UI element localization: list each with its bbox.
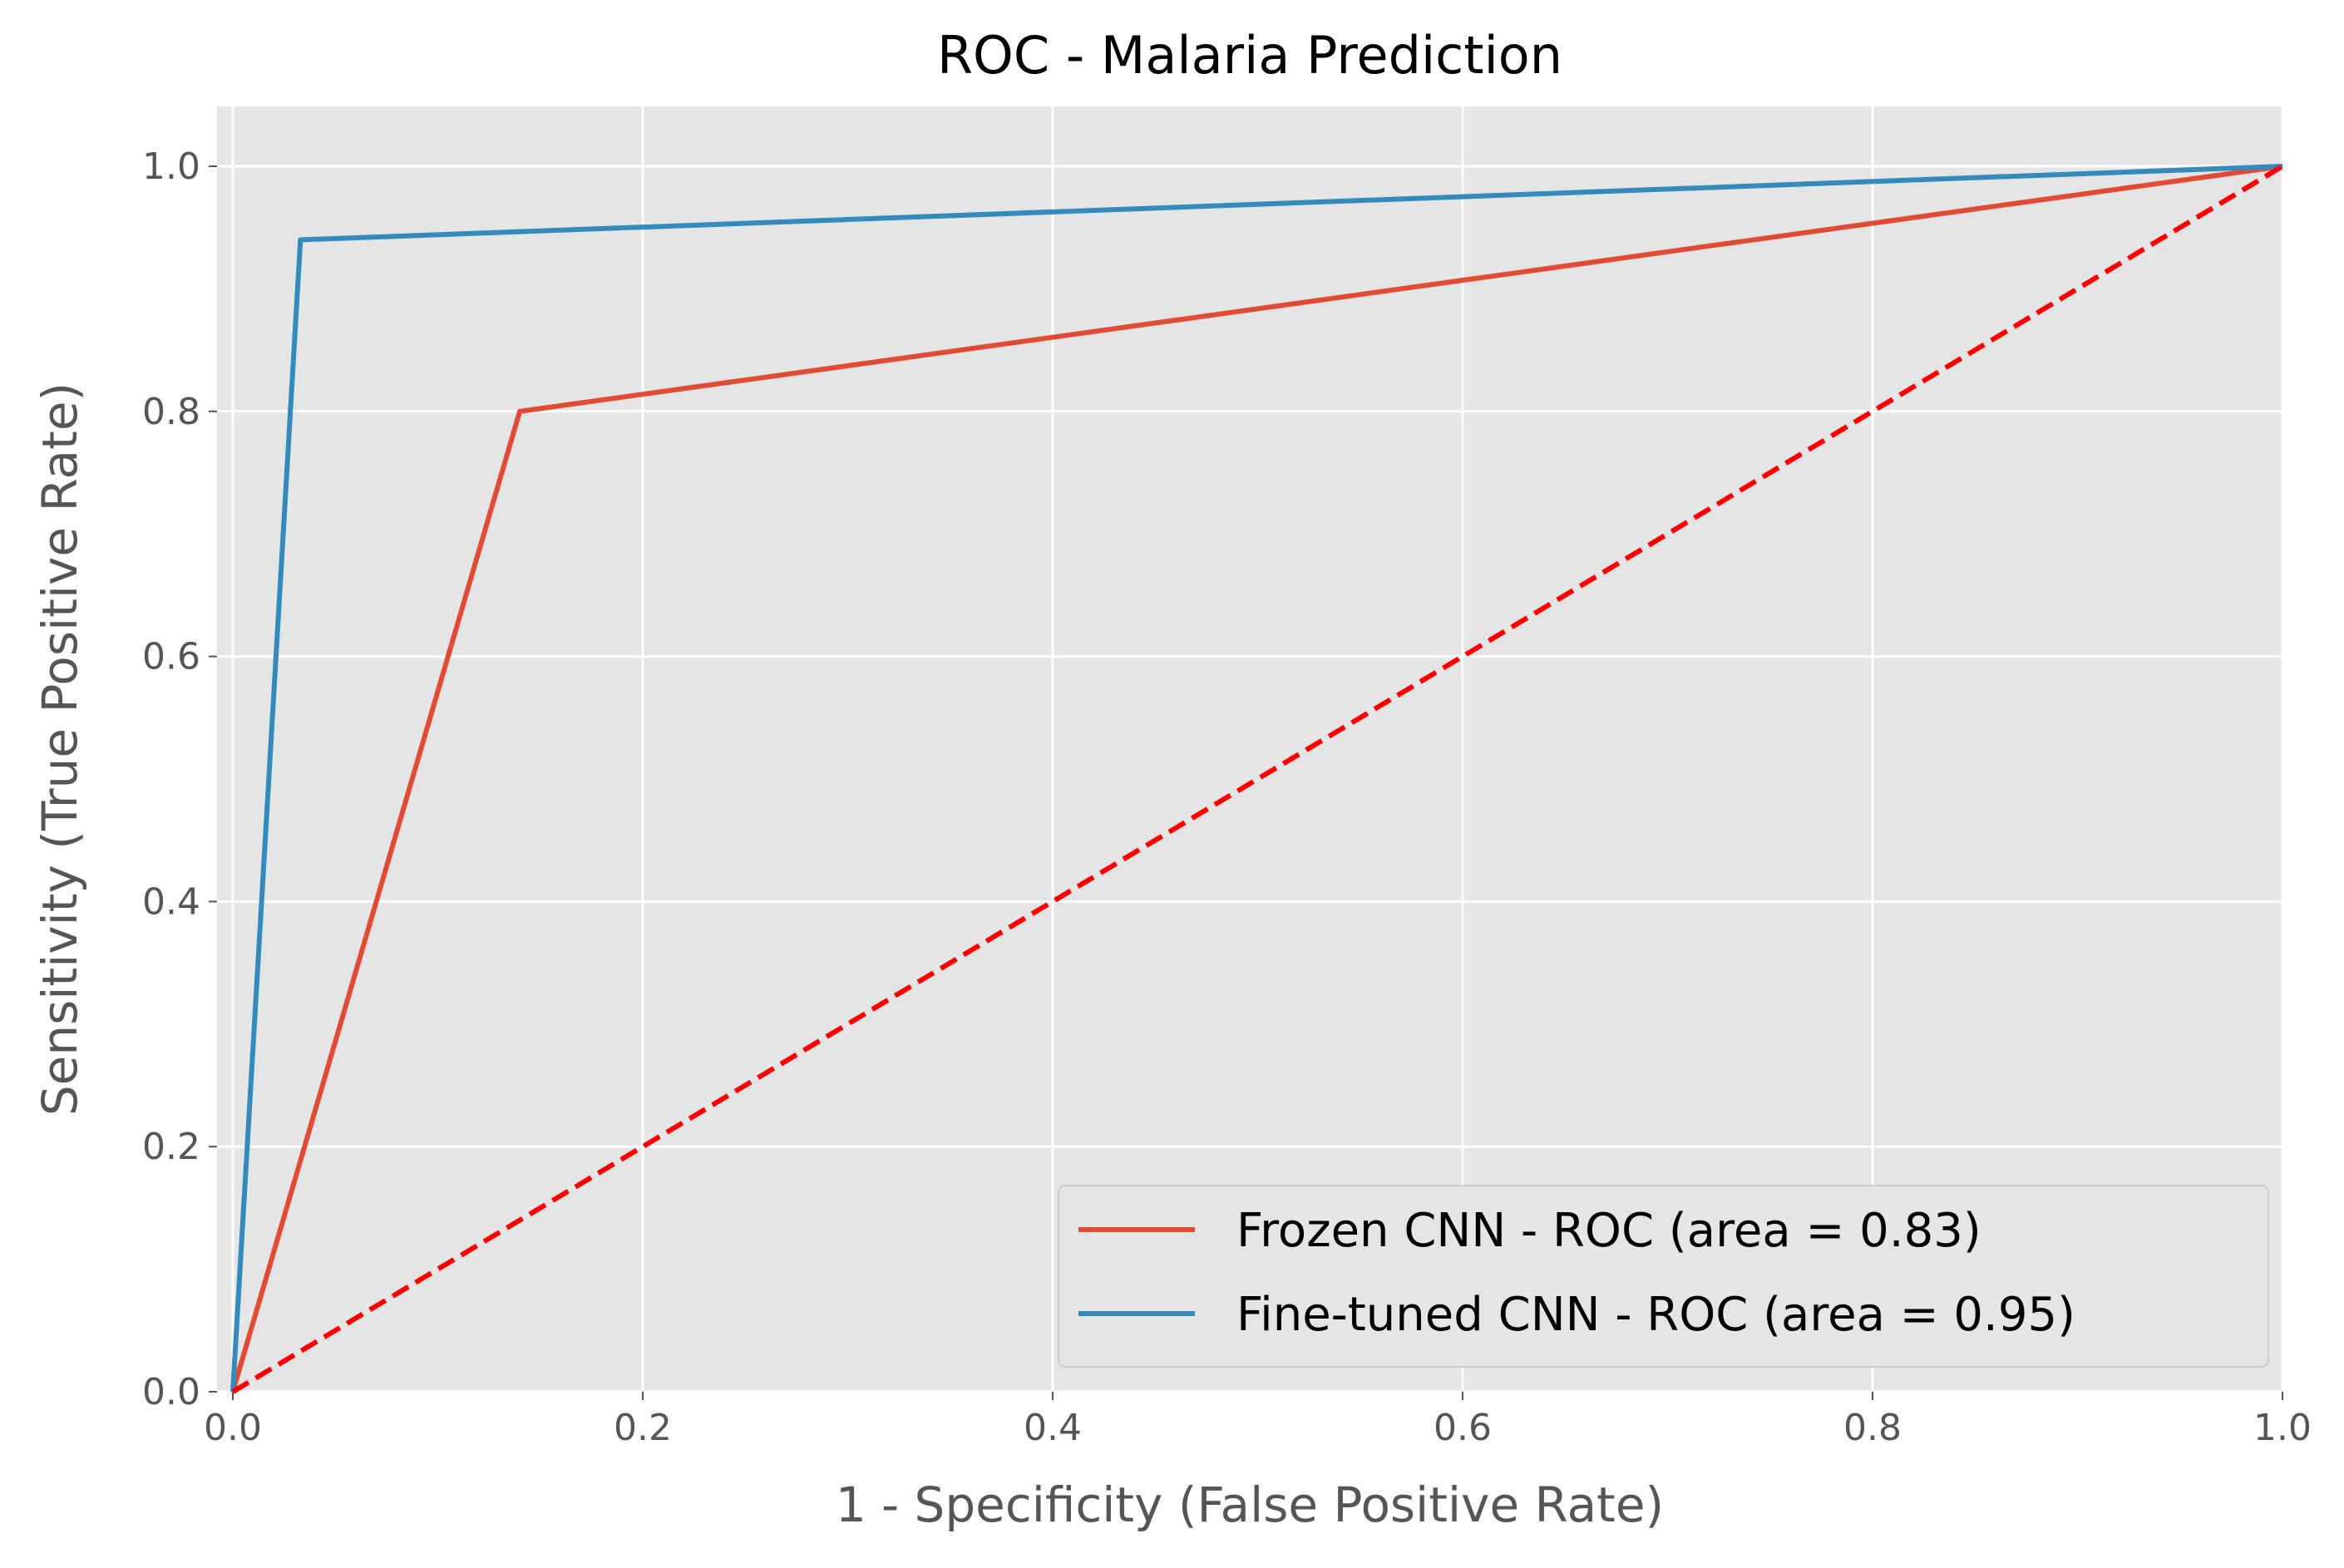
x-tick-label: 1.0: [2253, 1407, 2312, 1449]
plot-area: [217, 106, 2282, 1392]
y-tick-label: 0.0: [142, 1371, 200, 1413]
x-tick-label: 0.0: [204, 1407, 262, 1449]
y-tick-label: 0.8: [142, 391, 200, 433]
legend-label-fine-tuned-cnn: Fine-tuned CNN - ROC (area = 0.95): [1236, 1288, 2075, 1342]
y-tick-label: 0.6: [142, 636, 200, 678]
x-tick-label: 0.6: [1434, 1407, 1492, 1449]
y-axis-label: Sensitivity (True Positive Rate): [32, 382, 88, 1116]
series-line-fine-tuned-cnn: [230, 164, 2283, 1393]
grid-lines: [217, 106, 2284, 1393]
series-line-frozen-cnn: [230, 164, 2283, 1393]
x-axis-label: 1 - Specificity (False Positive Rate): [836, 1477, 1664, 1533]
legend-box: [1058, 1185, 2269, 1368]
x-tick-label: 0.8: [1843, 1407, 1902, 1449]
x-tick-label: 0.2: [614, 1407, 672, 1449]
legend-label-frozen-cnn: Frozen CNN - ROC (area = 0.83): [1236, 1204, 1981, 1258]
chart-title: ROC - Malaria Prediction: [937, 25, 1562, 86]
tick-labels: 0.0 0.2 0.4 0.6 0.8 1.0 0.0 0.2 0.4 0.6 0.8 1.0: [142, 145, 2312, 1449]
series-layer: [230, 164, 2284, 1394]
y-tick-label: 1.0: [142, 145, 200, 188]
y-tick-label: 0.4: [142, 880, 200, 923]
y-tick-label: 0.2: [142, 1126, 200, 1168]
x-tick-label: 0.4: [1024, 1407, 1082, 1449]
legend: Frozen CNN - ROC (area = 0.83) Fine-tune…: [1058, 1185, 2269, 1368]
